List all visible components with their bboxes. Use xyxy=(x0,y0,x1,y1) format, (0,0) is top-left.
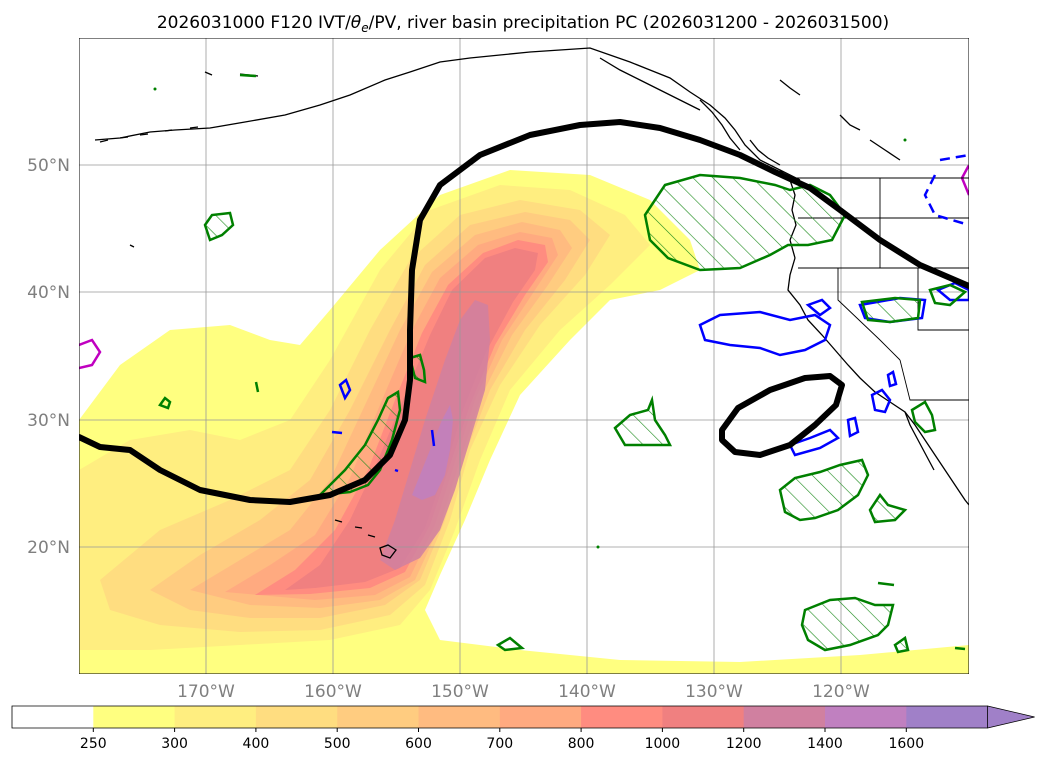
pc-pos-se xyxy=(910,400,937,434)
colorbar-segment xyxy=(255,706,338,728)
pc-pos-south-2 xyxy=(868,492,908,524)
pc-pos-mid-pacific-1 xyxy=(613,395,673,447)
colorbar-label: 800 xyxy=(568,736,595,752)
colorbar-label: 1400 xyxy=(807,736,843,752)
lon-tick-labels: 170°W 160°W 150°W 140°W 130°W 120°W xyxy=(177,682,870,702)
colorbar-segment xyxy=(743,706,826,728)
lat-tick-40: 40°N xyxy=(27,283,70,303)
alaska-coast xyxy=(94,47,801,181)
pc-pos-ar-1 xyxy=(316,389,402,497)
colorbar-label: 500 xyxy=(324,736,351,752)
pc-pos-pnw xyxy=(643,173,847,272)
lon-tick-140w: 140°W xyxy=(558,682,616,702)
se-alaska-islands xyxy=(699,99,781,166)
lon-tick-160w: 160°W xyxy=(304,682,362,702)
colorbar-segment xyxy=(93,706,176,728)
pc-pos-west-2 xyxy=(158,396,172,410)
colorbar-segment xyxy=(174,706,257,728)
precip-pc-negative-dashed xyxy=(923,153,969,227)
gridlines xyxy=(79,38,969,674)
colorbar-segment xyxy=(581,706,663,728)
map-panel xyxy=(79,38,969,674)
lon-tick-150w: 150°W xyxy=(431,682,489,702)
colorbar-label: 1600 xyxy=(888,736,924,752)
us-west-coast xyxy=(787,257,969,506)
pc-pos-dot-2 xyxy=(877,581,895,587)
pc-pos-small-ne xyxy=(928,283,968,307)
lat-tick-20: 20°N xyxy=(27,538,70,558)
lat-tick-30: 30°N xyxy=(27,411,70,431)
colorbar-label: 700 xyxy=(486,736,513,752)
colorbar-segment xyxy=(12,706,94,728)
precip-pc-positive xyxy=(158,73,968,654)
alaska-inland xyxy=(599,57,701,111)
figure-title: 2026031000 F120 IVT/θe/PV, river basin p… xyxy=(157,13,889,35)
lon-tick-120w: 120°W xyxy=(812,682,870,702)
colorbar-label: 1000 xyxy=(645,736,681,752)
pc-pos-hatched-nevada xyxy=(860,296,922,324)
thetae-pv-main xyxy=(79,119,969,505)
colorbar-segment xyxy=(906,706,989,728)
colorbar-extend-arrow xyxy=(987,705,1035,729)
pc-pos-ar-2 xyxy=(408,353,427,384)
colorbar-segment xyxy=(418,706,501,728)
baja-peninsula xyxy=(904,411,935,471)
colorbar: 250 300 400 500 600 700 800 1000 1200 1400 1600 xyxy=(11,705,1035,752)
ivt-contour-1400 xyxy=(412,405,453,500)
colorbar-label: 250 xyxy=(80,736,107,752)
lat-tick-labels: 50°N 40°N 30°N 20°N xyxy=(27,156,70,558)
lon-tick-130w: 130°W xyxy=(685,682,743,702)
pv-contour-magenta-west xyxy=(79,338,102,370)
pc-pos-south-dash xyxy=(495,636,526,652)
colorbar-segment xyxy=(499,706,582,728)
colorbar-label: 600 xyxy=(405,736,432,752)
pc-pos-dot-1 xyxy=(239,73,257,78)
colorbar-label: 400 xyxy=(243,736,270,752)
colorbar-segment xyxy=(825,706,907,728)
ivt-contour-1200 xyxy=(380,300,490,570)
pc-pos-dot-4 xyxy=(254,381,260,393)
lat-tick-50: 50°N xyxy=(27,156,70,176)
lon-tick-170w: 170°W xyxy=(177,682,235,702)
pc-pos-south-1 xyxy=(800,596,895,652)
thetae-pv-closed xyxy=(719,373,845,458)
thetae-pv-contours xyxy=(79,119,969,505)
precip-pc-dots xyxy=(153,87,907,549)
hawaii-islands xyxy=(334,519,397,559)
colorbar-segment xyxy=(662,706,745,728)
pc-pos-south-3 xyxy=(893,635,910,654)
ivt-filled-contours xyxy=(79,170,969,674)
aleutian-islands xyxy=(99,126,199,143)
colorbar-label: 300 xyxy=(161,736,188,752)
colorbar-segment xyxy=(337,706,419,728)
pc-pos-west-1 xyxy=(203,211,235,242)
bc-interior-coast xyxy=(779,79,901,161)
pc-pos-dot-3 xyxy=(954,646,966,651)
colorbar-label: 1200 xyxy=(726,736,762,752)
pc-pos-mid-pacific-2 xyxy=(778,458,870,522)
